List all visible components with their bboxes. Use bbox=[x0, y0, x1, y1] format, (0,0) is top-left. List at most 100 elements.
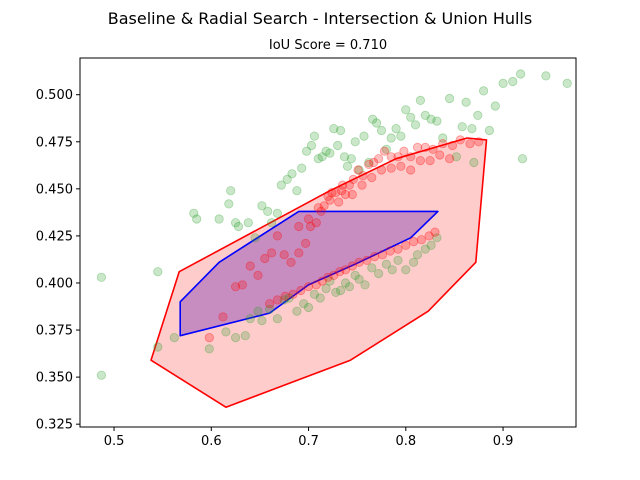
red-point bbox=[288, 289, 298, 299]
red-point bbox=[364, 159, 374, 169]
green-point bbox=[371, 118, 382, 128]
green-point bbox=[478, 86, 489, 96]
green-point bbox=[276, 180, 286, 190]
green-point bbox=[287, 169, 297, 179]
green-point bbox=[364, 157, 374, 168]
red-point bbox=[323, 272, 333, 282]
green-point bbox=[240, 331, 250, 341]
green-point bbox=[461, 97, 471, 107]
red-point bbox=[447, 140, 458, 151]
green-point bbox=[189, 208, 199, 218]
red-point bbox=[438, 139, 448, 149]
green-point bbox=[272, 314, 282, 324]
red-point bbox=[415, 156, 425, 166]
red-point bbox=[331, 188, 341, 198]
green-point bbox=[346, 154, 356, 164]
green-point bbox=[393, 255, 403, 265]
green-point bbox=[373, 268, 384, 279]
red-point bbox=[420, 142, 430, 152]
green-point bbox=[541, 71, 551, 81]
green-point bbox=[469, 157, 479, 168]
green-point bbox=[214, 214, 224, 224]
red-point bbox=[465, 139, 475, 149]
green-point bbox=[301, 146, 312, 156]
red-point bbox=[435, 150, 445, 160]
green-point bbox=[224, 199, 234, 209]
red-point bbox=[425, 156, 435, 166]
green-point bbox=[406, 112, 416, 122]
green-point bbox=[457, 122, 467, 132]
green-point bbox=[342, 161, 353, 171]
green-point bbox=[438, 133, 448, 143]
green-point bbox=[309, 289, 319, 299]
red-point bbox=[303, 214, 314, 224]
red-point bbox=[231, 282, 241, 292]
plot-area bbox=[96, 69, 572, 409]
green-point bbox=[245, 314, 255, 324]
red-point bbox=[253, 270, 263, 280]
green-point bbox=[335, 125, 346, 136]
red-point bbox=[245, 261, 255, 271]
red-point bbox=[474, 137, 484, 147]
red-point bbox=[347, 261, 357, 271]
green-point bbox=[257, 201, 267, 211]
green-point bbox=[313, 154, 323, 164]
x-tick-label: 0.6 bbox=[201, 434, 222, 449]
green-point bbox=[325, 148, 335, 158]
green-point bbox=[401, 105, 411, 115]
intersection-hull bbox=[179, 210, 439, 337]
red-point bbox=[336, 186, 347, 196]
green-point bbox=[360, 280, 370, 290]
y-tick-label: 0.325 bbox=[36, 418, 73, 433]
green-point bbox=[354, 274, 364, 284]
red-point bbox=[353, 165, 363, 175]
x-tick-label: 0.9 bbox=[493, 434, 514, 449]
green-point bbox=[368, 114, 378, 124]
green-point bbox=[96, 370, 107, 380]
green-point bbox=[153, 342, 163, 352]
green-point bbox=[391, 124, 401, 134]
green-point bbox=[333, 140, 343, 151]
red-point bbox=[335, 267, 345, 277]
red-point bbox=[337, 180, 348, 190]
green-point bbox=[387, 265, 397, 275]
red-point bbox=[313, 203, 323, 213]
red-point bbox=[444, 154, 455, 164]
green-point bbox=[340, 278, 351, 288]
red-point bbox=[296, 285, 306, 296]
y-tick-label: 0.475 bbox=[36, 135, 73, 150]
green-point bbox=[415, 95, 425, 106]
red-point bbox=[367, 172, 377, 183]
green-point bbox=[401, 265, 411, 275]
green-point bbox=[386, 133, 396, 143]
green-point bbox=[432, 116, 442, 126]
green-point bbox=[279, 295, 289, 305]
red-point bbox=[311, 218, 321, 228]
green-point bbox=[325, 276, 335, 286]
green-point bbox=[292, 306, 302, 316]
red-point bbox=[354, 257, 364, 267]
green-point bbox=[508, 76, 518, 87]
red-point bbox=[272, 231, 282, 241]
green-point bbox=[309, 131, 319, 141]
y-tick-label: 0.400 bbox=[36, 276, 73, 291]
green-point bbox=[272, 208, 282, 218]
green-point bbox=[169, 332, 179, 343]
y-axis: 0.325 0.350 0.375 0.400 0.425 0.450 0.475 0.500 bbox=[36, 88, 80, 433]
red-point bbox=[393, 244, 403, 254]
red-point bbox=[286, 257, 296, 267]
red-point bbox=[385, 246, 395, 256]
plot-frame bbox=[79, 57, 577, 428]
green-point bbox=[231, 332, 241, 343]
red-point bbox=[325, 195, 335, 205]
green-point bbox=[292, 186, 302, 196]
green-point bbox=[317, 152, 327, 162]
green-point bbox=[432, 233, 442, 243]
green-point bbox=[263, 206, 273, 216]
red-point bbox=[393, 152, 403, 162]
red-point bbox=[340, 265, 351, 275]
red-point bbox=[358, 171, 368, 181]
green-point bbox=[153, 267, 163, 277]
green-point bbox=[299, 299, 309, 309]
red-point bbox=[377, 250, 388, 260]
